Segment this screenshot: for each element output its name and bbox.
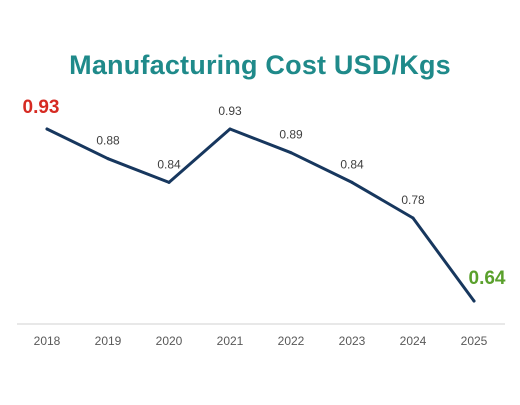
data-point-2021 [228, 127, 232, 131]
data-point-2024 [411, 216, 415, 220]
data-point-2023 [350, 180, 354, 184]
data-point-2020 [167, 180, 171, 184]
chart-title: Manufacturing Cost USD/Kgs [69, 50, 451, 80]
data-label-2024: 0.78 [401, 193, 425, 207]
x-tick-label-2024: 2024 [400, 334, 427, 348]
data-label-2022: 0.89 [279, 128, 303, 142]
data-point-2025 [472, 299, 476, 303]
data-label-2023: 0.84 [340, 157, 364, 171]
series-line [45, 127, 476, 303]
x-tick-label-2021: 2021 [217, 334, 244, 348]
x-tick-label-2025: 2025 [461, 334, 488, 348]
data-point-2018 [45, 127, 49, 131]
data-label-last: 0.64 [469, 268, 506, 289]
x-tick-label-2022: 2022 [278, 334, 305, 348]
plot-area: 2018 2019 2020 2021 2022 2023 2024 2025 0.93 0.88… [17, 97, 506, 348]
data-point-2019 [106, 157, 110, 161]
data-label-first: 0.93 [23, 97, 60, 118]
data-label-2021: 0.93 [218, 104, 242, 118]
data-point-2022 [289, 151, 293, 155]
x-tick-label-2018: 2018 [34, 334, 61, 348]
x-tick-label-2020: 2020 [156, 334, 183, 348]
data-label-2020: 0.84 [157, 157, 181, 171]
data-label-2019: 0.88 [96, 134, 120, 148]
x-tick-label-2019: 2019 [95, 334, 122, 348]
x-tick-label-2023: 2023 [339, 334, 366, 348]
